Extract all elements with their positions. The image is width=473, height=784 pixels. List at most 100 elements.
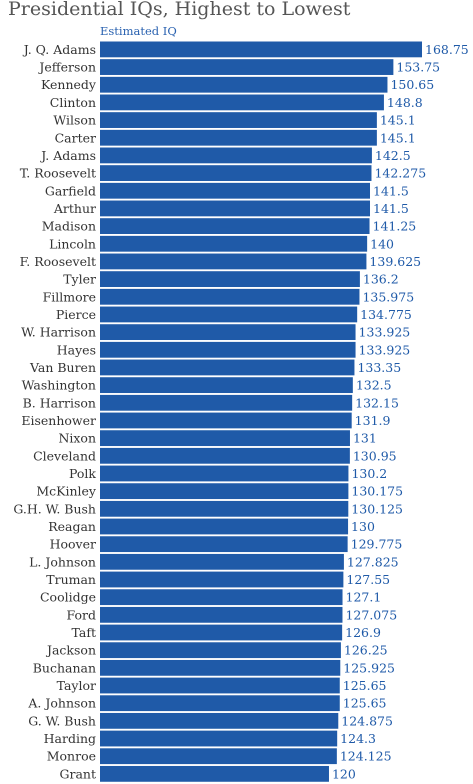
bar: [100, 394, 353, 411]
category-label: Grant: [60, 766, 97, 781]
category-label: Truman: [46, 572, 96, 587]
category-label: Carter: [55, 130, 96, 145]
value-label: 140: [370, 236, 394, 251]
bar: [100, 165, 372, 181]
bar: [100, 377, 353, 394]
bar: [100, 465, 349, 482]
bar: [100, 695, 340, 712]
value-label: 127.825: [347, 554, 399, 569]
bar: [100, 606, 343, 623]
category-label: Lincoln: [49, 236, 96, 251]
bar: [100, 553, 344, 570]
bar: [100, 288, 360, 305]
bar: [100, 41, 422, 58]
bar: [100, 624, 343, 641]
value-label: 127.55: [346, 572, 390, 587]
bar: [100, 518, 349, 535]
category-label: T. Roosevelt: [20, 166, 96, 181]
bar: [100, 447, 350, 464]
bar: [100, 94, 384, 111]
bar: [100, 324, 356, 341]
bar: [100, 412, 352, 429]
value-label: 148.8: [387, 95, 423, 110]
bar: [100, 306, 358, 323]
category-label: Pierce: [56, 307, 96, 322]
category-label: Arthur: [53, 201, 96, 216]
category-label: G.H. W. Bush: [13, 501, 96, 516]
value-label: 134.775: [360, 307, 412, 322]
category-label: Reagan: [48, 519, 96, 534]
bar: [100, 712, 339, 729]
value-label: 133.35: [357, 360, 401, 375]
value-label: 132.15: [355, 395, 399, 410]
value-label: 132.5: [356, 378, 392, 393]
category-label: Nixon: [58, 431, 96, 446]
category-label: McKinley: [36, 484, 97, 499]
value-label: 133.925: [359, 342, 411, 357]
value-label: 142.275: [374, 166, 426, 181]
category-label: Hayes: [57, 342, 96, 357]
value-label: 145.1: [380, 113, 416, 128]
bar: [100, 235, 368, 252]
value-label: 124.3: [340, 731, 376, 746]
bar: [100, 129, 377, 146]
category-label: Eisenhower: [21, 413, 96, 428]
bar: [100, 359, 355, 376]
value-label: 124.875: [341, 713, 393, 728]
value-label: 142.5: [375, 148, 411, 163]
bar: [100, 182, 371, 199]
bar: [100, 147, 372, 164]
category-label: Harding: [44, 731, 96, 746]
chart-title: Presidential IQs, Highest to Lowest: [8, 0, 351, 20]
category-label: B. Harrison: [23, 395, 96, 410]
value-label: 141.5: [373, 183, 409, 198]
category-label: Washington: [22, 378, 96, 393]
bar: [100, 571, 344, 588]
category-label: G. W. Bush: [28, 713, 96, 728]
value-label: 168.75: [425, 42, 469, 57]
category-label: W. Harrison: [21, 325, 96, 340]
bar: [100, 200, 371, 217]
category-label: J. Q. Adams: [22, 42, 96, 57]
value-label: 141.5: [373, 201, 409, 216]
category-label: L. Johnson: [29, 554, 96, 569]
bar: [100, 76, 388, 93]
value-label: 120: [332, 766, 356, 781]
value-label: 141.25: [373, 219, 417, 234]
bar: [100, 642, 341, 659]
bar: [100, 589, 343, 606]
bar: [100, 341, 356, 358]
category-label: Taft: [72, 625, 96, 640]
category-label: Coolidge: [40, 590, 96, 605]
bar: [100, 659, 341, 676]
category-label: Cleveland: [33, 448, 96, 463]
value-label: 133.925: [359, 325, 411, 340]
category-label: Tyler: [63, 272, 96, 287]
category-label: Madison: [42, 219, 96, 234]
bar: [100, 500, 349, 517]
category-label: Jefferson: [37, 60, 96, 75]
bar: [100, 253, 367, 270]
category-label: Taylor: [57, 678, 96, 693]
category-label: Monroe: [47, 749, 96, 764]
category-label: Kennedy: [41, 77, 97, 92]
value-label: 145.1: [380, 130, 416, 145]
value-label: 130.95: [353, 448, 397, 463]
value-label: 124.125: [340, 749, 392, 764]
value-label: 131.9: [355, 413, 391, 428]
bar: [100, 59, 394, 75]
bar: [100, 483, 349, 500]
value-label: 125.65: [343, 696, 387, 711]
legend-label: Estimated IQ: [100, 24, 177, 38]
value-label: 131: [353, 431, 377, 446]
bar: [100, 271, 360, 288]
value-label: 129.775: [351, 537, 403, 552]
category-label: Garfield: [45, 183, 96, 198]
value-label: 150.65: [390, 77, 434, 92]
category-label: Jackson: [45, 643, 96, 658]
category-label: Clinton: [50, 95, 96, 110]
category-label: Van Buren: [29, 360, 96, 375]
category-label: A. Johnson: [27, 696, 96, 711]
bar: [100, 677, 340, 694]
